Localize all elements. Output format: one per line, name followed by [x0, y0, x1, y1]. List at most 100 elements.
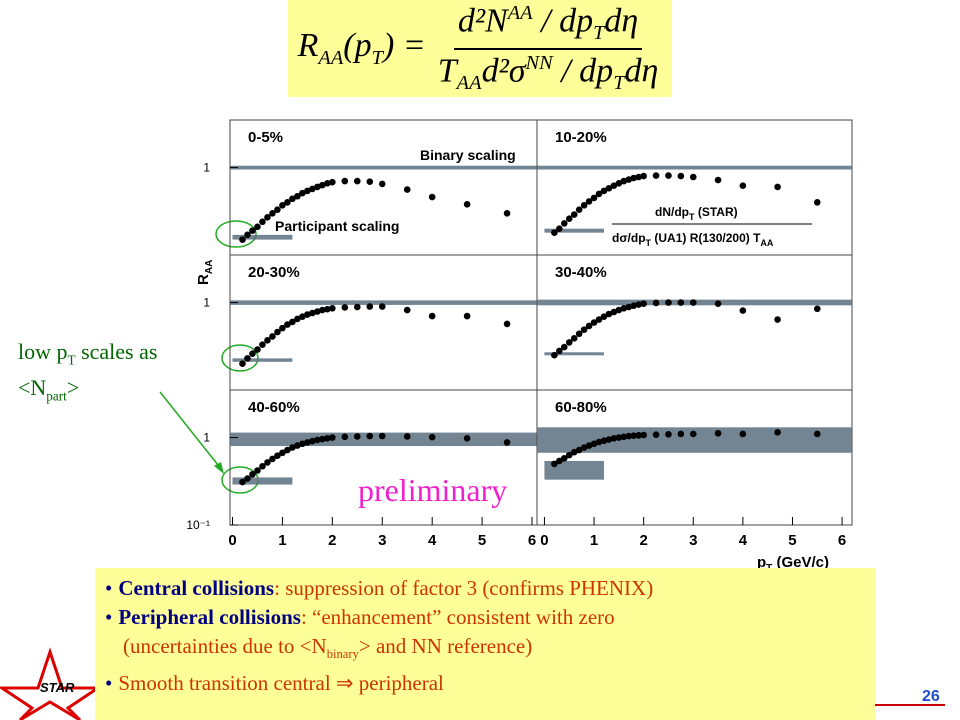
data-point — [590, 440, 598, 448]
data-point — [503, 209, 511, 217]
data-point — [739, 182, 747, 190]
participant-band — [544, 460, 604, 480]
x-tick-label: 2 — [328, 532, 336, 549]
data-point — [249, 227, 256, 234]
data-point — [503, 320, 511, 328]
data-point — [774, 428, 781, 436]
data-point — [677, 430, 685, 438]
data-point — [595, 190, 603, 198]
text: T — [646, 238, 652, 248]
data-point — [640, 300, 647, 308]
text: part — [46, 388, 67, 404]
numerator: d²NAA / dpTdη — [453, 2, 643, 50]
text: Smooth transition central — [118, 671, 336, 696]
data-point — [309, 185, 316, 193]
data-point — [264, 337, 271, 344]
data-point — [284, 446, 291, 454]
annotation-line: <Npart> — [18, 374, 157, 410]
data-point — [630, 432, 638, 440]
data-point — [615, 434, 623, 441]
data-point — [652, 172, 660, 179]
arrow-head — [214, 462, 224, 474]
data-point — [324, 435, 331, 442]
participant-band — [232, 477, 293, 485]
participant-band — [232, 234, 293, 240]
text: d²N — [457, 2, 508, 40]
data-point — [600, 313, 608, 320]
data-point — [620, 177, 628, 185]
text: AA — [204, 260, 215, 274]
x-tick-label: 4 — [739, 532, 748, 549]
data-point — [463, 201, 471, 208]
text: T — [689, 212, 695, 222]
data-point — [635, 432, 642, 439]
logo-text: STAR — [40, 680, 75, 695]
text: p — [757, 554, 766, 571]
text: / dp — [532, 2, 594, 40]
data-point — [324, 180, 331, 187]
text: T — [593, 22, 605, 45]
data-point — [565, 215, 573, 223]
text: > and NN reference) — [358, 634, 533, 658]
y-tick-label: 10⁻¹ — [186, 518, 210, 532]
data-point — [620, 304, 628, 312]
data-point — [249, 350, 256, 358]
text: T — [67, 352, 76, 368]
data-point — [560, 454, 568, 462]
y-tick-label: 1 — [203, 161, 210, 175]
data-point — [269, 455, 276, 463]
data-point — [580, 444, 588, 451]
data-point — [585, 198, 593, 205]
participant-band — [232, 358, 293, 362]
data-point — [254, 346, 261, 353]
text: dN/dp — [655, 205, 689, 219]
data-point — [329, 178, 336, 186]
data-point — [813, 305, 821, 313]
highlight-ellipse — [215, 220, 257, 248]
formula: RAA(pT) = d²NAA / dpTdη TAAd²σNN / dpTdη — [288, 0, 672, 97]
data-point — [403, 433, 411, 440]
data-point — [570, 335, 578, 342]
data-point — [640, 431, 647, 439]
text: T — [371, 46, 383, 69]
data-point — [239, 478, 246, 486]
data-point — [269, 209, 276, 217]
data-point — [294, 315, 301, 323]
data-point — [279, 449, 286, 457]
binary-scaling-label: Binary scaling — [420, 147, 516, 163]
bullet-dot: • — [105, 576, 113, 600]
text: scales as — [75, 339, 158, 364]
ratio-numerator: dN/dpT (STAR) — [655, 205, 738, 222]
panel-label: 40-60% — [248, 399, 300, 416]
formula-fraction: d²NAA / dpTdη TAAd²σNN / dpTdη — [434, 2, 663, 94]
data-point — [739, 307, 747, 314]
data-point — [556, 225, 563, 232]
data-point — [774, 316, 781, 323]
data-point — [565, 451, 573, 459]
data-point — [341, 433, 349, 441]
data-point — [575, 446, 583, 454]
data-point — [590, 319, 598, 326]
data-point — [274, 452, 281, 460]
data-point — [428, 193, 436, 201]
bullet-box: • Central collisions: suppression of fact… — [95, 568, 875, 720]
data-point — [304, 187, 311, 195]
bullet: • Smooth transition central ⇒ peripheral — [105, 669, 865, 698]
data-point — [319, 181, 326, 189]
participant-band — [544, 228, 604, 233]
data-point — [635, 301, 642, 308]
y-axis-label: RAA — [195, 260, 215, 285]
text: : “enhancement” consistent with zero — [300, 605, 615, 629]
data-point — [403, 306, 411, 314]
text: ) = — [382, 27, 426, 65]
text: d²σ — [481, 51, 526, 89]
ratio-denominator: dσ/dpT (UA1) R(130/200) TAA — [612, 231, 774, 248]
data-point — [677, 299, 685, 306]
data-point — [605, 436, 613, 443]
text: (STAR) — [695, 205, 738, 219]
data-point — [560, 220, 568, 227]
data-point — [714, 300, 722, 308]
x-tick-label: 0 — [228, 532, 236, 549]
data-point — [556, 347, 563, 355]
